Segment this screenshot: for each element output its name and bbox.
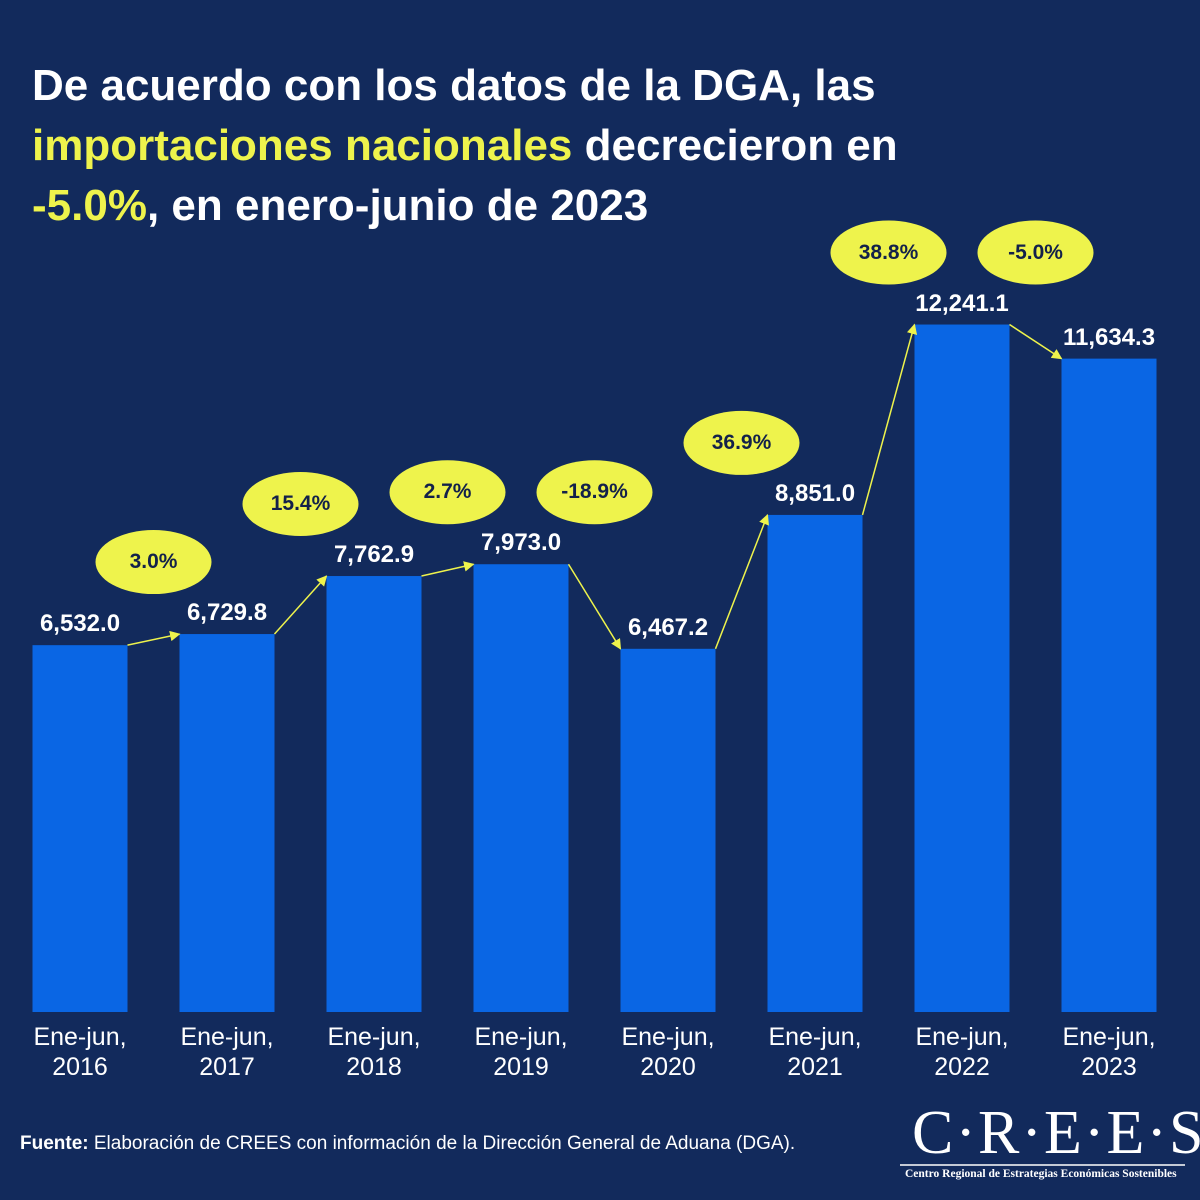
x-tick-label: Ene-jun, 2019 [474, 1023, 568, 1081]
x-tick-label: Ene-jun, 2018 [327, 1023, 421, 1081]
growth-label: 15.4% [270, 492, 331, 516]
title-part: De acuerdo con los datos de la DGA, las [32, 61, 876, 110]
growth-arrow [1009, 323, 1063, 360]
title-part: -5.0% [32, 181, 147, 230]
bar [620, 648, 716, 1012]
title-part: decrecieron en [572, 121, 898, 170]
logo-subtitle: Centro Regional de Estrategias Económica… [905, 1168, 1177, 1180]
growth-arrow [861, 323, 918, 516]
value-label: 6,729.8 [186, 599, 268, 627]
growth-arrow [273, 575, 328, 635]
bar [32, 645, 128, 1012]
growth-arrow [127, 630, 181, 646]
growth-label: -5.0% [1008, 240, 1063, 264]
growth-bubble [95, 530, 212, 595]
logo: C·R·E·E·S [912, 1099, 1200, 1167]
growth-label: -18.9% [561, 480, 628, 504]
title-part: importaciones nacionales [32, 121, 573, 170]
bar [1061, 358, 1157, 1013]
growth-bubble [536, 460, 653, 525]
growth-label: 38.8% [858, 240, 919, 264]
source-label: Fuente: [20, 1133, 89, 1154]
growth-bubble [683, 410, 800, 475]
bar [473, 564, 569, 1012]
x-tick-label: Ene-jun, 2017 [180, 1023, 274, 1081]
growth-bubble [830, 220, 947, 285]
x-tick-label: Ene-jun, 2016 [33, 1023, 127, 1081]
growth-label: 3.0% [129, 550, 178, 574]
source: Fuente: Elaboración de CREES con informa… [20, 1133, 795, 1155]
x-tick-label: Ene-jun, 2021 [768, 1023, 862, 1081]
value-label: 6,467.2 [627, 613, 709, 641]
growth-arrow [567, 563, 622, 650]
growth-label: 2.7% [423, 480, 472, 504]
x-tick-label: Ene-jun, 2022 [915, 1023, 1009, 1081]
value-label: 12,241.1 [915, 289, 1009, 317]
source-text: Elaboración de CREES con información de … [88, 1133, 796, 1154]
value-label: 8,851.0 [774, 479, 856, 507]
growth-label: 36.9% [711, 430, 772, 454]
bar [179, 634, 275, 1012]
value-label: 7,973.0 [480, 529, 562, 557]
growth-arrow [714, 513, 769, 650]
growth-bubble [242, 472, 359, 537]
bar [326, 576, 422, 1012]
bar [914, 324, 1010, 1013]
chart-title: De acuerdo con los datos de la DGA, las … [32, 56, 972, 236]
growth-bubble [977, 220, 1094, 285]
growth-bubble [389, 460, 506, 525]
bar [767, 514, 863, 1012]
x-tick-label: Ene-jun, 2023 [1062, 1023, 1156, 1081]
growth-arrow [421, 561, 475, 577]
value-label: 7,762.9 [333, 541, 415, 569]
x-tick-label: Ene-jun, 2020 [621, 1023, 715, 1081]
value-label: 6,532.0 [39, 610, 121, 638]
value-label: 11,634.3 [1062, 323, 1156, 351]
title-part: , en enero-junio de 2023 [146, 181, 649, 230]
